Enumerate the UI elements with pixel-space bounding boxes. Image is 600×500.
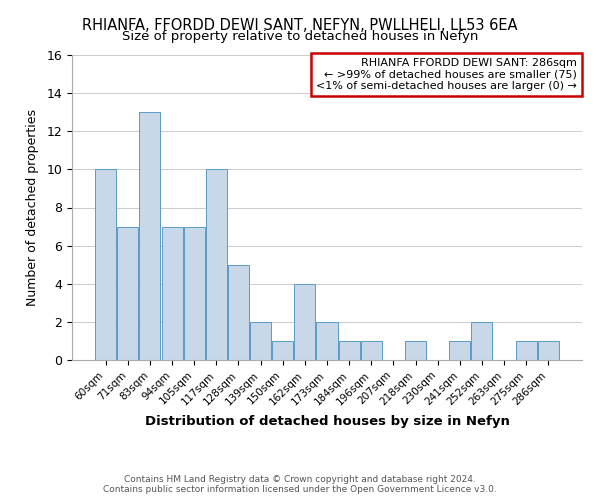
X-axis label: Distribution of detached houses by size in Nefyn: Distribution of detached houses by size … <box>145 415 509 428</box>
Bar <box>95 170 116 360</box>
Bar <box>472 322 493 360</box>
Bar <box>228 264 249 360</box>
Y-axis label: Number of detached properties: Number of detached properties <box>26 109 40 306</box>
Text: Contains HM Land Registry data © Crown copyright and database right 2024.
Contai: Contains HM Land Registry data © Crown c… <box>103 474 497 494</box>
Bar <box>206 170 227 360</box>
Bar <box>161 226 182 360</box>
Text: RHIANFA FFORDD DEWI SANT: 286sqm
← >99% of detached houses are smaller (75)
<1% : RHIANFA FFORDD DEWI SANT: 286sqm ← >99% … <box>316 58 577 91</box>
Bar <box>538 341 559 360</box>
Text: RHIANFA, FFORDD DEWI SANT, NEFYN, PWLLHELI, LL53 6EA: RHIANFA, FFORDD DEWI SANT, NEFYN, PWLLHE… <box>82 18 518 32</box>
Bar <box>361 341 382 360</box>
Bar <box>272 341 293 360</box>
Bar <box>250 322 271 360</box>
Bar <box>139 112 160 360</box>
Bar <box>316 322 338 360</box>
Text: Size of property relative to detached houses in Nefyn: Size of property relative to detached ho… <box>122 30 478 43</box>
Bar <box>118 226 139 360</box>
Bar <box>338 341 359 360</box>
Bar <box>295 284 316 360</box>
Bar <box>184 226 205 360</box>
Bar <box>515 341 536 360</box>
Bar <box>449 341 470 360</box>
Bar <box>405 341 426 360</box>
